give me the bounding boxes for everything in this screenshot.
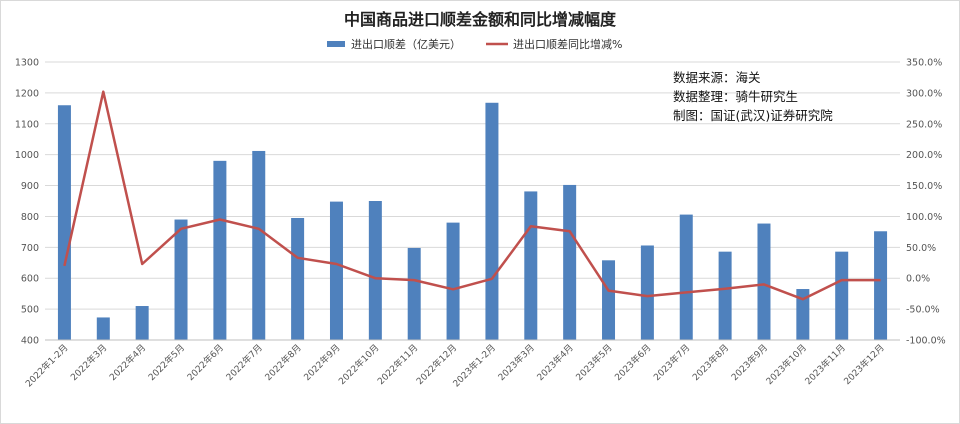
bar bbox=[602, 260, 616, 340]
y2-tick-label: 200.0% bbox=[906, 150, 942, 161]
annotation-charted-by: 制图：国证(武汉)证券研究院 bbox=[673, 108, 833, 123]
bar bbox=[291, 217, 305, 340]
y2-tick-label: -50.0% bbox=[906, 305, 940, 316]
bar bbox=[874, 231, 888, 340]
bar bbox=[96, 317, 110, 340]
y-tick-label: 500 bbox=[21, 305, 39, 316]
legend: 进出口顺差（亿美元） 进出口顺差同比增减% bbox=[327, 37, 622, 51]
bar bbox=[329, 201, 343, 340]
bar bbox=[368, 201, 382, 340]
bar bbox=[835, 251, 849, 340]
legend-label-bar: 进出口顺差（亿美元） bbox=[351, 37, 461, 51]
bar bbox=[640, 245, 654, 340]
y-tick-label: 1000 bbox=[15, 150, 39, 161]
y-axis-right: -100.0% -50.0% 0.0% 50.0% 100.0% 150.0% 200.0%… bbox=[906, 58, 946, 347]
bar bbox=[485, 102, 499, 340]
bar bbox=[524, 191, 538, 340]
bar bbox=[407, 247, 421, 340]
y-tick-label: 800 bbox=[21, 212, 39, 223]
bar bbox=[718, 251, 732, 340]
bar bbox=[757, 223, 771, 340]
y-tick-label: 900 bbox=[21, 181, 39, 192]
y2-tick-label: 250.0% bbox=[906, 119, 942, 130]
y2-tick-label: 300.0% bbox=[906, 88, 942, 99]
bar bbox=[135, 306, 149, 340]
bar bbox=[563, 184, 577, 340]
y-tick-label: 600 bbox=[21, 274, 39, 285]
bar bbox=[174, 219, 188, 340]
y-tick-label: 1100 bbox=[15, 119, 39, 130]
bar bbox=[446, 222, 460, 340]
chart-title: 中国商品进口顺差金额和同比增减幅度 bbox=[344, 10, 617, 29]
source-annotations: 数据来源：海关 数据整理：骑牛研究生 制图：国证(武汉)证券研究院 bbox=[673, 70, 833, 123]
y-tick-label: 700 bbox=[21, 243, 39, 254]
annotation-compiler: 数据整理：骑牛研究生 bbox=[673, 89, 798, 104]
bar-series bbox=[57, 102, 888, 340]
line-path bbox=[63, 90, 881, 301]
line-series bbox=[63, 90, 881, 301]
bar bbox=[679, 214, 693, 340]
y2-tick-label: 150.0% bbox=[906, 181, 942, 192]
bar bbox=[57, 105, 71, 340]
y2-tick-label: 350.0% bbox=[906, 58, 942, 69]
y-tick-label: 400 bbox=[21, 336, 39, 347]
y-tick-label: 1200 bbox=[15, 88, 39, 99]
bar bbox=[796, 289, 810, 340]
y-axis-left: 400 500 600 700 800 900 1000 1100 1200 1300 bbox=[15, 58, 39, 347]
y2-tick-label: 50.0% bbox=[906, 243, 936, 254]
bar bbox=[213, 160, 227, 340]
legend-swatch-bar bbox=[327, 41, 345, 47]
bar bbox=[252, 150, 266, 340]
y2-tick-label: 0.0% bbox=[906, 274, 930, 285]
y2-tick-label: 100.0% bbox=[906, 212, 942, 223]
y2-tick-label: -100.0% bbox=[906, 336, 946, 347]
y-tick-label: 1300 bbox=[15, 58, 39, 69]
legend-label-line: 进出口顺差同比增减% bbox=[513, 37, 622, 51]
annotation-source: 数据来源：海关 bbox=[673, 70, 761, 85]
